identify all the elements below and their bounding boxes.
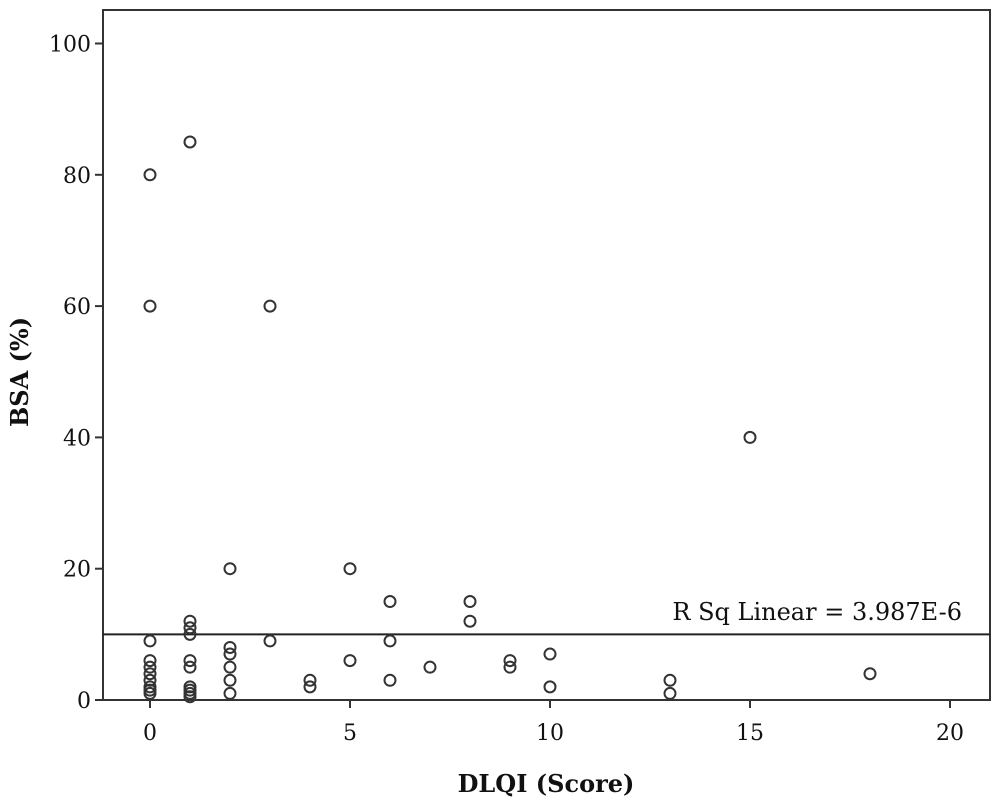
y-tick-label: 80 xyxy=(63,164,91,189)
scatter-point xyxy=(223,686,237,700)
scatter-point xyxy=(223,673,237,687)
scatter-point xyxy=(143,168,157,182)
scatter-point xyxy=(143,634,157,648)
y-tick-label: 100 xyxy=(49,33,91,58)
r-squared-annotation: R Sq Linear = 3.987E-6 xyxy=(672,598,962,626)
scatter-point xyxy=(143,673,157,687)
y-tick-label: 60 xyxy=(63,295,91,320)
scatter-point xyxy=(223,660,237,674)
y-axis-title: BSA (%) xyxy=(5,317,34,427)
y-tick-label: 40 xyxy=(63,426,91,451)
scatter-point xyxy=(263,299,277,313)
scatter-point xyxy=(503,654,517,668)
y-tick-label: 0 xyxy=(77,689,91,714)
scatter-point xyxy=(543,647,557,661)
scatter-point xyxy=(183,660,197,674)
x-axis-title: DLQI (Score) xyxy=(458,769,635,798)
x-tick-label: 0 xyxy=(143,721,157,746)
x-axis: 0 5 10 15 20 xyxy=(143,700,964,746)
scatter-point xyxy=(423,660,437,674)
scatter-point xyxy=(663,673,677,687)
x-tick-label: 5 xyxy=(343,721,357,746)
scatter-point xyxy=(183,690,197,704)
scatter-point xyxy=(463,614,477,628)
scatter-point xyxy=(663,686,677,700)
scatter-point xyxy=(183,627,197,641)
scatter-point xyxy=(223,562,237,576)
scatter-point xyxy=(383,595,397,609)
scatter-point xyxy=(863,667,877,681)
scatter-point xyxy=(343,562,357,576)
scatter-point xyxy=(503,660,517,674)
y-axis: 0 20 40 60 80 100 xyxy=(49,33,103,714)
scatter-point xyxy=(183,614,197,628)
scatter-point xyxy=(543,680,557,694)
plot-frame xyxy=(102,9,991,701)
data-points xyxy=(143,135,877,704)
scatter-point xyxy=(223,647,237,661)
scatter-point xyxy=(463,595,477,609)
scatter-point xyxy=(143,654,157,668)
scatter-point xyxy=(223,640,237,654)
scatter-point xyxy=(743,430,757,444)
scatter-point xyxy=(143,686,157,700)
scatter-point xyxy=(183,135,197,149)
scatter-point xyxy=(183,621,197,635)
y-tick-label: 20 xyxy=(63,558,91,583)
scatter-point xyxy=(383,673,397,687)
scatter-point xyxy=(143,299,157,313)
scatter-point xyxy=(143,667,157,681)
scatter-point xyxy=(263,634,277,648)
scatter-point xyxy=(303,673,317,687)
x-tick-label: 10 xyxy=(536,721,564,746)
scatter-point xyxy=(303,680,317,694)
scatter-point xyxy=(343,654,357,668)
x-tick-label: 15 xyxy=(736,721,764,746)
scatter-point xyxy=(383,634,397,648)
scatter-point xyxy=(183,654,197,668)
x-tick-label: 20 xyxy=(936,721,964,746)
scatter-point xyxy=(143,660,157,674)
